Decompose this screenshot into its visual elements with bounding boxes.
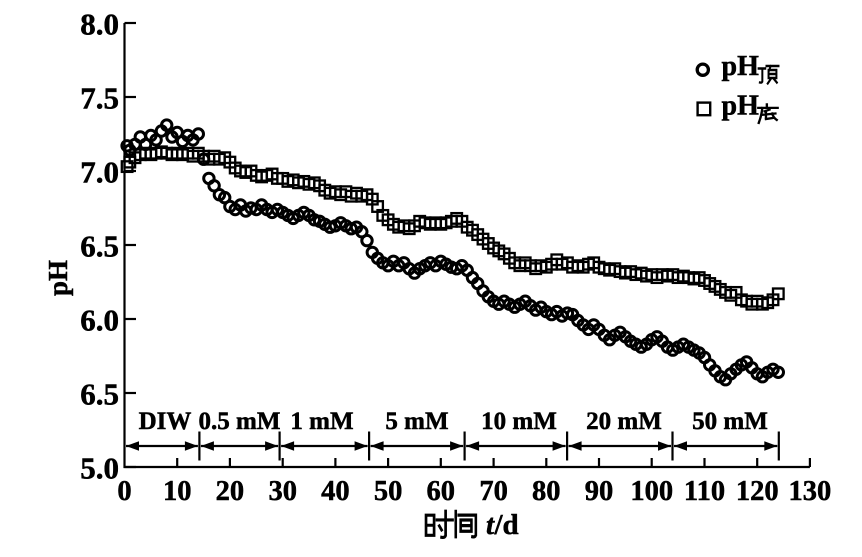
svg-text:5.0: 5.0 — [80, 451, 119, 486]
svg-text:6.5: 6.5 — [80, 377, 119, 412]
svg-text:20: 20 — [216, 476, 245, 507]
svg-text:60: 60 — [427, 476, 456, 507]
svg-text:110: 110 — [684, 476, 725, 507]
svg-text:10 mM: 10 mM — [481, 408, 557, 435]
svg-text:pH: pH — [722, 91, 760, 122]
svg-text:7.0: 7.0 — [80, 155, 119, 190]
svg-text:DIW: DIW — [139, 408, 192, 435]
svg-text:90: 90 — [585, 476, 614, 507]
svg-text:100: 100 — [630, 476, 673, 507]
svg-text:80: 80 — [532, 476, 561, 507]
svg-text:0.5 mM: 0.5 mM — [199, 408, 281, 435]
svg-text:5 mM: 5 mM — [385, 408, 448, 435]
svg-text:130: 130 — [789, 476, 832, 507]
svg-text:50 mM: 50 mM — [692, 408, 768, 435]
svg-text:6.0: 6.0 — [80, 303, 119, 338]
svg-text:1 mM: 1 mM — [290, 408, 353, 435]
svg-text:pH: pH — [722, 51, 760, 82]
svg-text:8.0: 8.0 — [80, 7, 119, 42]
svg-text:/d: /d — [494, 509, 519, 541]
svg-text:6.5: 6.5 — [80, 229, 119, 264]
svg-text:7.5: 7.5 — [80, 81, 119, 116]
svg-text:pH: pH — [43, 260, 73, 296]
svg-text:40: 40 — [321, 476, 350, 507]
svg-text:30: 30 — [268, 476, 297, 507]
svg-text:120: 120 — [736, 476, 779, 507]
svg-text:70: 70 — [479, 476, 508, 507]
svg-text:10: 10 — [163, 476, 192, 507]
svg-text:20 mM: 20 mM — [586, 408, 662, 435]
svg-text:50: 50 — [374, 476, 403, 507]
svg-text:t: t — [486, 509, 495, 541]
svg-text:0: 0 — [117, 476, 131, 507]
